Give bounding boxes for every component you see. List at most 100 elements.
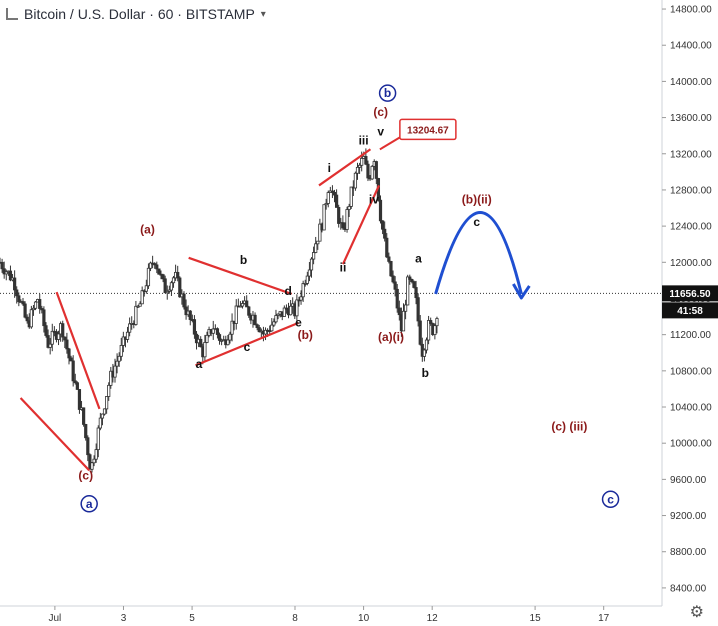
candle-body: [403, 304, 408, 312]
x-tick-label: 10: [358, 613, 370, 624]
candle-body: [312, 252, 316, 260]
wave-label: c: [244, 340, 251, 354]
candle-body: [63, 336, 67, 341]
candle-body: [433, 325, 437, 335]
candle-body: [349, 186, 353, 207]
wave-label: (c) (iii): [551, 420, 587, 434]
candle-body: [309, 258, 314, 271]
candle-body: [272, 321, 276, 326]
candle-body: [119, 345, 123, 357]
y-tick-label: 14000.00: [670, 77, 712, 88]
candle-body: [358, 164, 362, 168]
wave-label: b: [422, 366, 429, 380]
y-tick-label: 8400.00: [670, 583, 707, 594]
candle-body: [15, 289, 19, 297]
candle-body: [353, 172, 358, 189]
candle-body: [397, 307, 401, 316]
wave-circle-label: b: [384, 86, 391, 100]
wave-label: (b)(ii): [462, 193, 492, 207]
candle-body: [435, 318, 439, 327]
symbol-title[interactable]: Bitcoin / U.S. Dollar · 60 · BITSTAMP: [24, 6, 255, 22]
candle-body: [73, 380, 77, 384]
candle-body: [23, 303, 27, 318]
candle-body: [40, 308, 44, 311]
candle-body: [17, 295, 21, 303]
candle-body: [33, 301, 38, 309]
candle-body: [299, 296, 303, 301]
gear-icon[interactable]: ⚙: [689, 604, 704, 621]
candle-body: [13, 277, 17, 291]
candle-body: [412, 281, 416, 288]
wave-label: b: [240, 253, 247, 267]
wave-circle: [80, 495, 98, 513]
y-tick-label: 8800.00: [670, 547, 707, 558]
candle-body: [295, 299, 299, 317]
candle-body: [182, 293, 186, 308]
candle-body: [69, 357, 73, 362]
wave-circle: [601, 490, 620, 509]
candle-body: [314, 243, 318, 253]
wave-circle: [378, 84, 397, 102]
candle-body: [263, 329, 268, 335]
candle-body: [161, 274, 165, 280]
candle-body: [2, 268, 6, 275]
y-tick-label: 10400.00: [670, 403, 712, 414]
candle-body: [56, 333, 61, 340]
candle-body: [366, 163, 370, 179]
candle-body: [424, 339, 429, 351]
candle-body: [422, 349, 427, 357]
candle-body: [107, 384, 111, 397]
candle-body: [326, 192, 330, 204]
candle-body: [203, 342, 207, 358]
y-tick-label: 12800.00: [670, 185, 712, 196]
trend-line: [55, 291, 101, 410]
chart-title: Bitcoin / U.S. Dollar · 60 · BITSTAMP ▾: [6, 6, 266, 22]
candle-body: [100, 413, 105, 419]
candle-body: [337, 207, 341, 224]
x-tick-label: 3: [121, 613, 127, 624]
candle-body: [383, 228, 387, 239]
candle-body: [253, 314, 257, 326]
candle-body: [385, 237, 389, 258]
candle-body: [360, 158, 364, 166]
high-label-pointer: [379, 136, 401, 151]
candle-body: [347, 205, 351, 210]
candle-body: [345, 209, 349, 230]
candle-body: [115, 360, 119, 367]
candle-body: [92, 458, 96, 464]
candle-body: [165, 290, 169, 294]
countdown-badge: [662, 302, 718, 319]
candle-body: [416, 297, 420, 322]
candle-body: [305, 275, 309, 284]
candle-body: [8, 270, 13, 281]
candle-body: [274, 315, 278, 323]
candle-body: [230, 320, 234, 335]
candle-body: [406, 276, 410, 306]
candle-body: [257, 327, 261, 333]
chevron-down-icon[interactable]: ▾: [260, 8, 266, 20]
candle-body: [270, 324, 274, 332]
candle-body: [25, 316, 29, 322]
candle-body: [144, 285, 148, 292]
candle-body: [48, 343, 52, 348]
candle-body: [176, 271, 180, 279]
candle-body: [245, 300, 249, 308]
trend-line: [318, 148, 372, 187]
projection-arrowhead: [512, 283, 531, 300]
x-tick-label: 5: [189, 613, 195, 624]
wave-circle-label: c: [607, 492, 614, 506]
candle-body: [228, 333, 232, 341]
candle-body: [393, 281, 397, 290]
candle-body: [38, 299, 42, 309]
candle-body: [169, 282, 174, 291]
trend-line: [342, 184, 381, 265]
candle-body: [65, 339, 69, 350]
candle-body: [84, 424, 88, 439]
candle-body: [194, 333, 199, 344]
candle-body: [341, 222, 345, 229]
wave-label: iii: [359, 134, 369, 148]
candle-body: [211, 328, 215, 334]
x-tick-label: Jul: [48, 613, 61, 624]
candle-body: [387, 256, 391, 262]
